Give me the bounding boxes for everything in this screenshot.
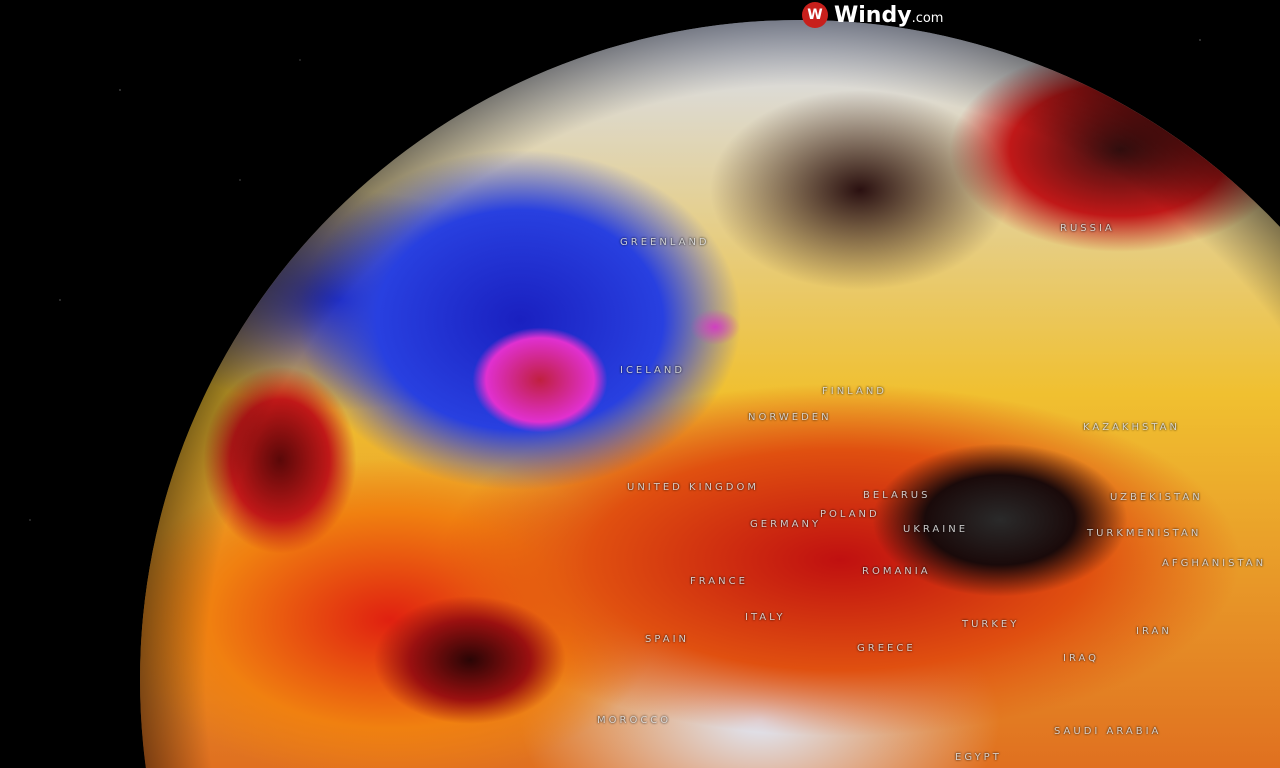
label-spain: SPAIN [645, 634, 690, 645]
label-romania: ROMANIA [862, 566, 931, 577]
label-kazakhstan: KAZAKHSTAN [1083, 422, 1180, 433]
label-morocco: MOROCCO [597, 715, 672, 726]
label-iran: IRAN [1136, 626, 1172, 637]
label-egypt: EGYPT [955, 752, 1002, 763]
label-belarus: BELARUS [863, 490, 931, 501]
label-afghanistan: AFGHANISTAN [1162, 558, 1267, 569]
label-france: FRANCE [690, 576, 748, 587]
windy-logo[interactable]: W Windy.com [802, 2, 943, 28]
label-saudi-arabia: SAUDI ARABIA [1054, 726, 1162, 737]
label-turkmenistan: TURKMENISTAN [1087, 528, 1202, 539]
label-norweden: NORWEDEN [748, 412, 832, 423]
label-turkey: TURKEY [962, 619, 1020, 630]
label-poland: POLAND [820, 509, 880, 520]
label-italy: ITALY [745, 612, 786, 623]
label-ukraine: UKRAINE [903, 524, 969, 535]
logo-suffix: .com [911, 10, 944, 26]
logo-name: Windy [834, 2, 912, 28]
windy-logo-icon: W [802, 2, 828, 28]
label-greenland: GREENLAND [620, 237, 710, 248]
label-germany: GERMANY [750, 519, 822, 530]
label-russia: RUSSIA [1060, 223, 1115, 234]
label-iceland: ICELAND [620, 365, 686, 376]
label-finland: FINLAND [822, 386, 888, 397]
label-uzbekistan: UZBEKISTAN [1110, 492, 1203, 503]
label-greece: GREECE [857, 643, 916, 654]
label-iraq: IRAQ [1063, 653, 1100, 664]
label-united-kingdom: UNITED KINGDOM [627, 482, 759, 493]
